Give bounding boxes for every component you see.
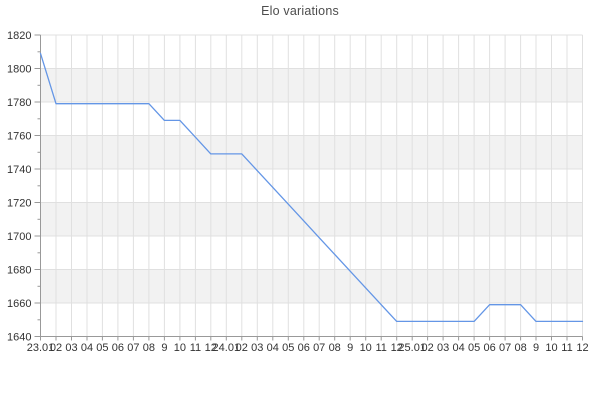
plot-band [40,303,583,337]
x-tick-label: 05 [282,342,294,354]
plot-band [40,236,583,270]
x-tick-label: 11 [190,342,201,354]
x-tick-label: 10 [360,342,372,354]
plot-band [40,35,583,69]
x-tick-label: 05 [468,342,480,354]
plot-band [40,135,583,169]
plot-band [40,102,583,136]
x-tick-label: 03 [437,342,449,354]
chart-title: Elo variations [261,4,339,18]
plot-band [40,68,583,102]
y-tick-label: 1640 [7,332,31,344]
x-tick-label: 06 [112,342,124,354]
y-tick-label: 1800 [7,64,31,76]
x-tick-label: 11 [375,342,386,354]
x-tick-label: 02 [50,342,62,354]
x-tick-label: 08 [514,342,526,354]
x-tick-label: 11 [561,342,572,354]
x-tick-label: 07 [499,342,511,354]
x-tick-label: 03 [251,342,263,354]
x-tick-label: 05 [96,342,108,354]
y-tick-label: 1700 [7,231,31,243]
x-tick-label: 25.01 [398,342,426,354]
x-tick-label: 07 [313,342,325,354]
x-tick-label: 24.01 [213,342,241,354]
plot-band [40,169,583,203]
y-tick-label: 1820 [7,30,31,42]
y-tick-label: 1740 [7,164,31,176]
plot-band [40,202,583,236]
x-tick-label: 9 [161,342,167,354]
elo-line [39,52,584,323]
x-tick-label: 06 [298,342,310,354]
x-tick-label: 04 [267,342,279,354]
x-tick-label: 12 [576,342,588,354]
y-tick-label: 1720 [7,198,31,210]
x-tick-label: 08 [329,342,341,354]
x-tick-label: 10 [174,342,186,354]
y-tick-label: 1760 [7,131,31,143]
x-tick-label: 03 [65,342,77,354]
x-tick-label: 9 [533,342,539,354]
x-tick-label: 02 [421,342,433,354]
y-tick-label: 1780 [7,97,31,109]
y-tick-label: 1660 [7,298,31,310]
x-tick-label: 07 [127,342,139,354]
y-tick-label: 1680 [7,265,31,277]
x-tick-label: 06 [483,342,495,354]
x-tick-label: 02 [236,342,248,354]
x-tick-label: 23.01 [27,342,55,354]
x-tick-label: 10 [545,342,557,354]
plot-band [40,269,583,303]
x-tick-label: 9 [347,342,353,354]
x-tick-label: 04 [81,342,93,354]
x-tick-label: 12 [205,342,217,354]
x-tick-label: 08 [143,342,155,354]
x-tick-label: 12 [391,342,403,354]
x-tick-label: 04 [452,342,464,354]
